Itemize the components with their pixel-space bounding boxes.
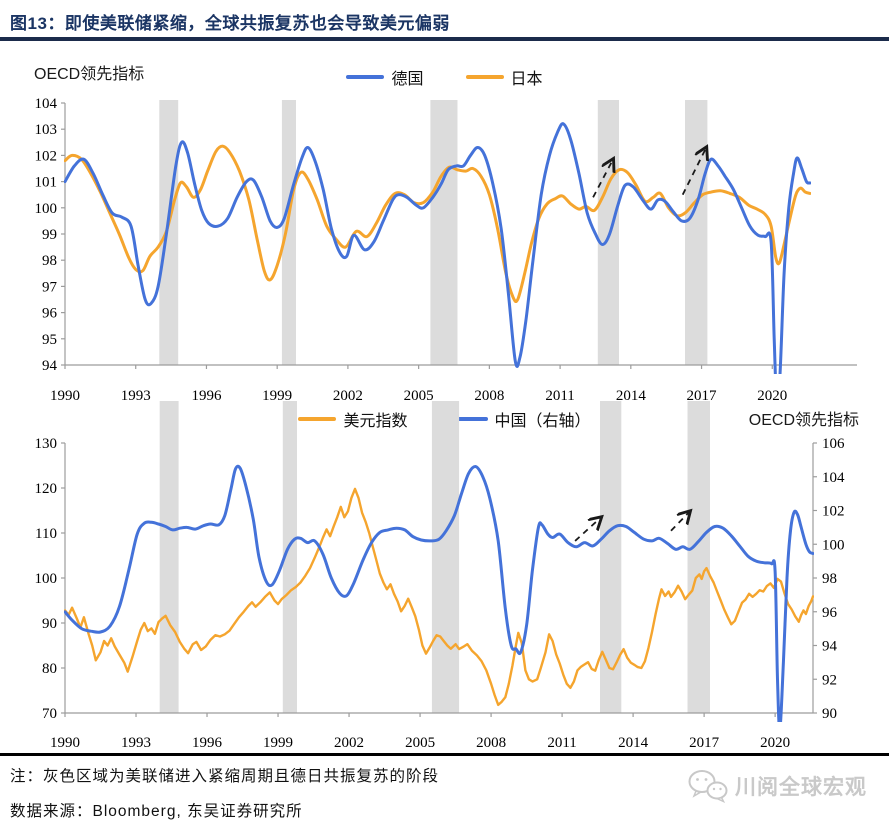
x-tick-label: 2011 — [547, 735, 576, 750]
x-tick-label: 1990 — [50, 735, 80, 750]
x-tick-label: 1996 — [191, 388, 222, 404]
series-line-日本 — [64, 144, 811, 304]
japan-line-swatch — [465, 75, 504, 79]
bottom-chart-axis-title: OECD领先指标 — [748, 412, 859, 429]
x-tick-label: 2002 — [333, 388, 363, 404]
y-tick-label: 70 — [42, 706, 57, 722]
legend-item-germany: 德国 — [346, 65, 424, 89]
legend-label-china: 中国（右轴） — [494, 413, 591, 430]
y-tick-label: 90 — [42, 616, 57, 632]
x-tick-label: 2008 — [476, 735, 506, 750]
y-tick-label: 130 — [35, 436, 58, 452]
legend-item-china: 中国（右轴） — [449, 407, 591, 431]
annotation-arrow — [574, 517, 601, 542]
y-tick-label: 120 — [35, 481, 58, 497]
series-line-中国（右轴） — [64, 464, 814, 722]
legend-label-usd-index: 美元指数 — [343, 413, 408, 430]
top-chart-legend: 德国 日本 — [0, 65, 889, 89]
x-tick-label: 2002 — [334, 735, 364, 750]
y2-tick-label: 98 — [822, 571, 837, 587]
series-line-美元指数 — [64, 487, 814, 707]
y2-tick-label: 90 — [822, 706, 837, 722]
y2-tick-label: 96 — [822, 605, 838, 621]
y-tick-label: 97 — [42, 279, 58, 295]
shaded-band — [431, 401, 460, 713]
shaded-band — [687, 401, 710, 713]
y2-tick-label: 106 — [822, 436, 845, 452]
y-tick-label: 95 — [42, 332, 57, 348]
shaded-band — [159, 100, 179, 365]
brand-logo-text: 川阅全球宏观 — [735, 776, 867, 799]
y-tick-label: 100 — [35, 201, 58, 217]
x-tick-label: 2014 — [618, 735, 649, 750]
y2-tick-label: 94 — [822, 639, 838, 655]
y2-tick-label: 100 — [822, 537, 845, 553]
x-tick-label: 2014 — [616, 388, 647, 404]
y-tick-label: 101 — [35, 175, 58, 191]
y-tick-label: 80 — [42, 661, 57, 677]
x-tick-label: 1999 — [263, 735, 293, 750]
x-tick-label: 2020 — [757, 388, 787, 404]
bottom-chart-legend: 美元指数 中国（右轴） — [0, 407, 889, 431]
data-source: 数据来源：Bloomberg, 东吴证券研究所 — [10, 803, 303, 820]
china-line-swatch — [449, 417, 488, 421]
x-tick-label: 1993 — [121, 388, 151, 404]
x-tick-label: 2011 — [545, 388, 574, 404]
y-tick-label: 94 — [42, 358, 58, 374]
series-line-德国 — [64, 122, 811, 374]
shaded-band — [159, 401, 179, 713]
shaded-band — [597, 100, 619, 365]
annotation-arrow — [670, 511, 690, 532]
title-divider — [0, 37, 889, 41]
usd-line-swatch — [298, 417, 337, 421]
x-tick-label: 2017 — [689, 735, 720, 750]
x-tick-label: 1996 — [192, 735, 223, 750]
x-tick-label: 1993 — [121, 735, 151, 750]
x-tick-label: 1999 — [262, 388, 292, 404]
footer-divider — [0, 753, 889, 756]
y-tick-label: 98 — [42, 253, 57, 269]
shaded-band — [600, 401, 622, 713]
y-tick-label: 102 — [35, 148, 58, 164]
x-tick-label: 2005 — [405, 735, 435, 750]
legend-item-japan: 日本 — [465, 65, 543, 89]
x-tick-label: 2017 — [687, 388, 718, 404]
usd-china-bottom-chart: 70 80 90 100 110 120 130 90 92 94 96 98 100 102 104 106… — [35, 401, 845, 750]
annotation-arrow — [681, 148, 707, 196]
y-tick-label: 103 — [35, 122, 58, 138]
shaded-band — [685, 100, 708, 365]
x-tick-label: 1990 — [50, 388, 80, 404]
shaded-band — [282, 401, 297, 713]
shaded-band — [281, 100, 296, 365]
y2-tick-label: 104 — [822, 470, 845, 486]
germany-line-swatch — [346, 75, 385, 79]
y2-tick-label: 102 — [822, 504, 845, 520]
y-tick-label: 110 — [35, 526, 57, 542]
y2-tick-label: 92 — [822, 672, 837, 688]
y-tick-label: 99 — [42, 227, 57, 243]
x-tick-label: 2005 — [404, 388, 434, 404]
top-chart-axis-title: OECD领先指标 — [34, 66, 145, 83]
y-tick-label: 96 — [42, 306, 58, 322]
shaded-band — [430, 100, 458, 365]
oecd-top-chart: 94 95 96 97 98 99 100 101 102 103 104 1990 1993 1996 1… — [35, 96, 857, 404]
y-tick-label: 104 — [35, 96, 58, 112]
legend-label-germany: 德国 — [391, 71, 424, 88]
figure-title: 图13：即使美联储紧缩，全球共振复苏也会导致美元偏弱 — [10, 14, 450, 33]
brand-logo: 川阅全球宏观 — [687, 769, 867, 803]
legend-label-japan: 日本 — [510, 71, 543, 88]
x-tick-label: 2020 — [760, 735, 790, 750]
x-tick-label: 2008 — [474, 388, 504, 404]
legend-item-usd-index: 美元指数 — [298, 407, 408, 431]
annotation-arrow — [592, 159, 613, 198]
chart-note: 注：灰色区域为美联储进入紧缩周期且德日共振复苏的阶段 — [10, 768, 440, 785]
wechat-icon — [688, 770, 728, 803]
y-tick-label: 100 — [35, 571, 58, 587]
